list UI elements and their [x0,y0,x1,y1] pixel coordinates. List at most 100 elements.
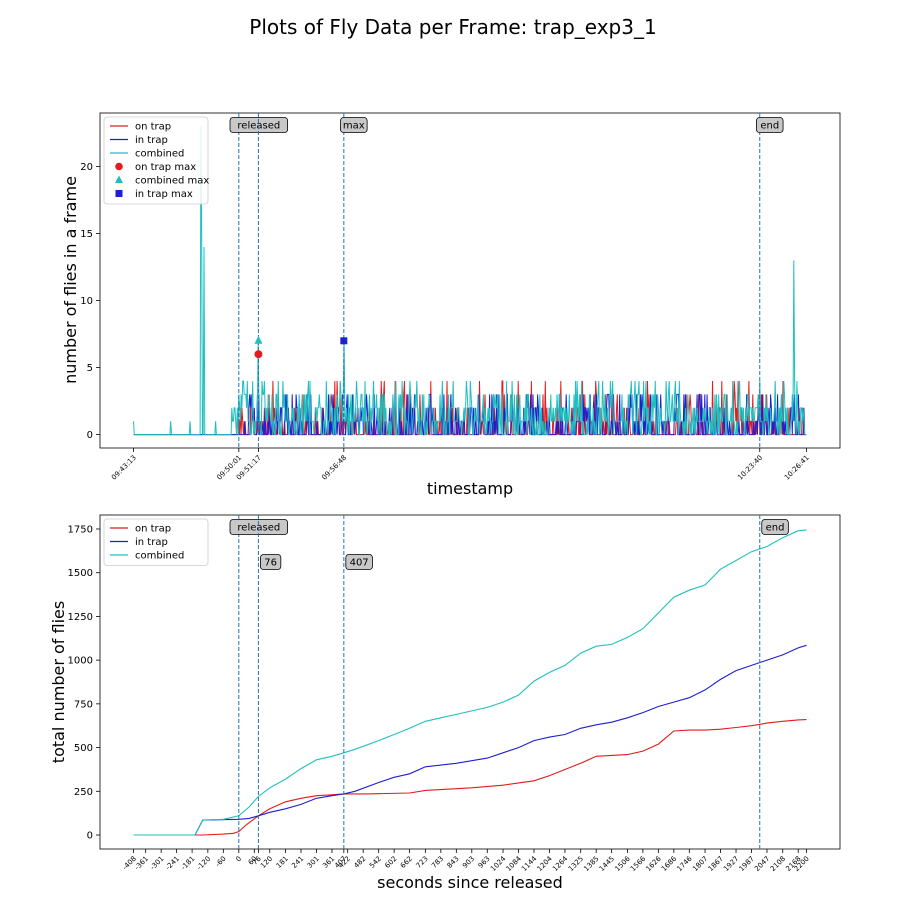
x-tick-label: 1626 [645,854,664,873]
x-tick-label: 903 [461,855,476,870]
x-tick-label: 241 [290,855,305,870]
legend-box [103,116,209,205]
cumulative-line-combined [133,529,807,836]
x-tick-label: -241 [164,855,181,872]
x-tick-label: 482 [352,855,367,870]
y-tick-label: 1750 [68,524,93,535]
cumulative-line-on_trap [133,719,807,836]
vline-label-box [756,117,784,133]
x-tick-label: 1264 [551,854,570,873]
legend-swatch-circle [115,162,123,171]
x-tick-label: 843 [446,855,461,870]
x-tick-label: 783 [430,855,445,870]
plot1-max-markers [254,335,348,359]
on-trap-max-marker [254,350,263,359]
x-tick-label: 10:26:41 [783,454,811,482]
in-trap-max-marker [340,337,348,345]
x-tick-label: -181 [180,855,197,872]
plot2-series [133,529,807,836]
x-tick-label: 1084 [505,854,524,873]
x-tick-label: 1987 [738,855,756,873]
plot1-ylabel: number of flies in a frame [61,176,80,384]
legend-box [103,518,209,566]
x-tick-label: 1024 [489,854,508,873]
y-tick-label: 250 [74,787,93,798]
legend-label: in trap [135,537,168,548]
x-tick-label: 1325 [567,855,585,873]
x-tick-label: 1144 [520,854,539,873]
x-tick-label: 09:56:48 [320,454,348,482]
legend-label: combined max [135,176,209,187]
y-tick-label: 1250 [68,612,93,623]
series-line-combined [133,126,807,436]
x-tick-label: 1506 [614,854,633,873]
x-tick-label: 723 [415,855,430,870]
x-tick-label: 120 [259,855,274,870]
vline-label: max [343,121,365,132]
x-tick-label: 1807 [691,855,709,873]
vline-label-box [761,519,789,535]
x-tick-label: -120 [195,855,212,872]
x-tick-label: 0 [234,855,243,864]
x-tick-label: 602 [383,855,398,870]
legend-label: on trap [135,122,171,133]
plot1-series [133,126,807,436]
plot2-axes-frame [99,514,841,850]
x-tick-label: 1686 [660,854,679,873]
y-tick-label: 10 [80,296,93,307]
plot2-vlines: released76407end [229,515,789,849]
y-tick-label: 0 [87,430,93,441]
plot2-legend: on trap in trap combined [103,518,209,566]
x-tick-label: 1385 [582,855,600,873]
legend-label: combined [135,551,184,562]
x-tick-label: -301 [149,855,166,872]
vline-label-box [260,554,282,570]
x-tick-label: 662 [399,855,414,870]
x-tick-label: -60 [214,855,228,869]
plot1-xlabel: timestamp [427,479,513,498]
x-tick-label: 1867 [707,855,725,873]
legend-swatch-triangle [115,175,123,183]
y-tick-label: 500 [74,743,93,754]
legend-label: on trap [135,524,171,535]
plot1-axes-frame [99,112,841,449]
x-tick-label: 542 [368,855,383,870]
vline-label: end [760,121,779,132]
y-tick-label: 1000 [68,656,93,667]
legend-swatch-square [115,190,123,197]
vline-label-box [340,117,368,133]
legend-label: in trap [135,135,168,146]
y-tick-label: 750 [74,699,93,710]
x-tick-label: 2047 [753,855,771,873]
x-tick-label: 181 [275,855,290,870]
legend-label: in trap max [135,189,193,200]
plot2-xlabel: seconds since released [377,873,563,892]
plot1-y-ticks: 0 5 10 15 20 [80,162,100,441]
x-tick-label: 2108 [769,855,787,873]
vline-label: end [766,523,785,534]
x-tick-label: 1445 [598,855,616,873]
y-tick-label: 1500 [68,568,93,579]
y-tick-label: 20 [80,162,93,173]
x-tick-label: 1746 [675,854,694,873]
x-tick-label: 10:23:40 [736,454,764,482]
vline-label-box [345,554,373,570]
legend-label: on trap max [135,162,196,173]
legend-label: combined [135,149,184,160]
x-tick-label: 301 [306,855,321,870]
y-tick-label: 0 [87,831,93,842]
x-tick-label: 1204 [536,854,555,873]
plot2-ylabel: total number of flies [49,601,68,763]
vline-label: 76 [264,558,277,569]
x-tick-label: 1927 [722,855,740,873]
y-tick-label: 5 [87,363,93,374]
x-tick-label: 09:43:13 [110,454,138,482]
x-tick-label: 1566 [629,854,648,873]
x-tick-label: -361 [133,855,150,872]
plot1-vlines: releasedmaxend [229,113,784,448]
